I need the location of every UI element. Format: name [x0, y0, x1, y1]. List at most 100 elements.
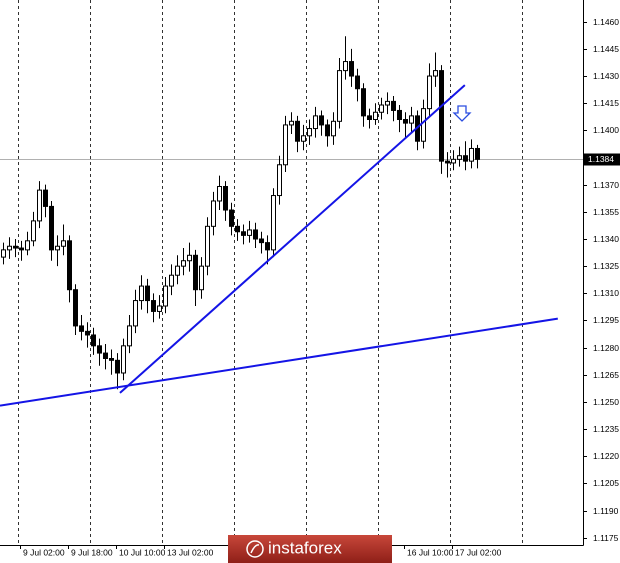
candle-body	[391, 100, 396, 111]
candle-body	[199, 265, 204, 291]
candle-body	[445, 160, 450, 164]
candle-body	[169, 274, 174, 287]
watermark: instaforex	[228, 535, 392, 563]
y-tick-label: 1.1430	[593, 71, 619, 81]
candle-body	[43, 189, 48, 207]
plot	[0, 36, 583, 407]
candle-body	[163, 285, 168, 307]
x-tick-label: 10 Jul 10:00	[119, 547, 166, 557]
grid	[18, 0, 523, 545]
candle-body	[67, 240, 72, 291]
candle-body	[121, 345, 126, 374]
candle-body	[13, 245, 18, 249]
candle-body	[451, 158, 456, 164]
candle-body	[313, 115, 318, 130]
candle-body	[61, 240, 66, 247]
y-tick-label: 1.1220	[593, 451, 619, 461]
candle-body	[259, 238, 264, 244]
candle-body	[475, 147, 480, 160]
candle-body	[361, 88, 366, 117]
candle-body	[289, 120, 294, 126]
y-tick-label: 1.1190	[593, 506, 619, 516]
candle-body	[373, 111, 378, 121]
candle-body	[265, 242, 270, 251]
x-tick-label: 9 Jul 02:00	[23, 547, 65, 557]
candle-body	[49, 205, 54, 251]
axes: 1.1175 1.1190 1.1205 1.1220 1.1235 1.1250 1.12…	[20, 17, 620, 557]
y-tick-label: 1.1415	[593, 98, 619, 108]
candle-body	[151, 300, 156, 312]
down-arrow-signal	[452, 105, 472, 122]
candle-body	[175, 265, 180, 276]
candle-body	[295, 120, 300, 142]
candle-body	[31, 220, 36, 242]
candle-body	[181, 260, 186, 267]
candle-body	[301, 135, 306, 142]
candle-body	[127, 325, 132, 347]
candle-body	[79, 325, 84, 332]
candle-body	[91, 334, 96, 347]
trend-line	[0, 317, 558, 407]
candle-body	[433, 70, 438, 77]
candle-body	[343, 61, 348, 72]
y-tick-label: 1.1205	[593, 478, 619, 488]
candle-body	[331, 120, 336, 137]
candle-body	[145, 285, 150, 302]
y-tick-label: 1.1250	[593, 397, 619, 407]
y-tick-label: 1.1370	[593, 180, 619, 190]
candle-body	[319, 115, 324, 126]
candle-body	[25, 240, 30, 251]
y-tick-label: 1.1325	[593, 261, 619, 271]
candle-body	[187, 254, 192, 262]
candle-body	[1, 249, 6, 258]
candle-body	[55, 245, 60, 251]
y-tick-label: 1.1280	[593, 343, 619, 353]
candle-body	[157, 305, 162, 312]
candle-body	[379, 104, 384, 113]
candle-body	[325, 124, 330, 137]
candle-body	[307, 128, 312, 137]
candle-body	[397, 109, 402, 121]
y-tick-label: 1.1265	[593, 370, 619, 380]
candle-body	[235, 225, 240, 233]
y-tick-label: 1.1310	[593, 288, 619, 298]
x-tick-label: 9 Jul 18:00	[71, 547, 113, 557]
candle-body	[409, 115, 414, 124]
candle-body	[19, 247, 24, 251]
candle-body	[211, 200, 216, 227]
y-tick-label: 1.1460	[593, 17, 619, 27]
watermark-box	[228, 535, 392, 563]
candle-body	[439, 70, 444, 162]
candle-body	[241, 231, 246, 236]
candle-body	[97, 345, 102, 354]
candle-body	[421, 108, 426, 142]
candle-body	[283, 124, 288, 166]
candle-body	[115, 359, 120, 374]
candle-body	[469, 147, 474, 162]
candle-body	[403, 119, 408, 124]
candle-body	[85, 330, 90, 336]
candle-body	[253, 229, 258, 240]
candle-body	[73, 289, 78, 327]
watermark-logo-mark	[250, 544, 260, 554]
candle-body	[205, 225, 210, 267]
candle-body	[139, 285, 144, 302]
last-price-label: 1.1384	[588, 154, 614, 164]
x-tick-label: 13 Jul 02:00	[167, 547, 214, 557]
candle-body	[349, 61, 354, 77]
candle-body	[271, 195, 276, 251]
last-price-box	[584, 153, 620, 166]
candle-body	[355, 75, 360, 90]
x-tick-label: 17 Jul 02:00	[455, 547, 502, 557]
y-tick-label: 1.1355	[593, 207, 619, 217]
trend-line	[119, 84, 466, 394]
y-tick-label: 1.1235	[593, 424, 619, 434]
candle-body	[37, 189, 42, 222]
candle-body	[7, 245, 12, 251]
candle-body	[457, 155, 462, 160]
watermark-logo	[246, 540, 264, 558]
y-tick-label: 1.1340	[593, 234, 619, 244]
candle-body	[193, 254, 198, 291]
candle-body	[277, 164, 282, 197]
